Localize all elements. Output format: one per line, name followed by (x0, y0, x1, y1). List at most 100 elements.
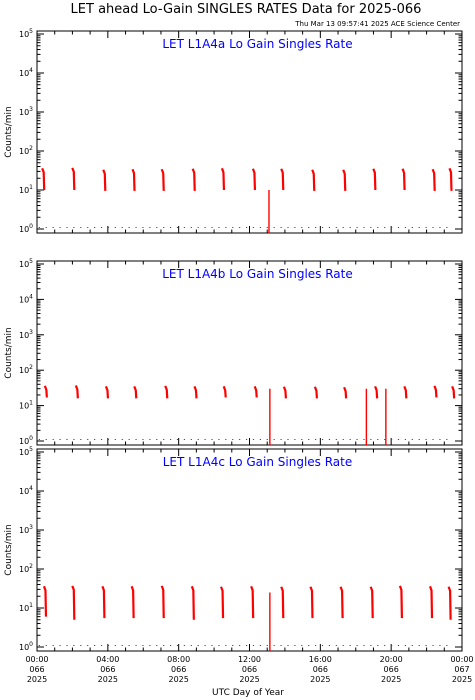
data-burst (131, 168, 136, 191)
y-tick-label: 101 (19, 400, 33, 411)
data-burst (448, 167, 453, 191)
x-tick-label: 20:00 (380, 655, 403, 664)
data-burst (374, 385, 379, 399)
data-burst (451, 385, 456, 399)
y-tick-label: 100 (19, 641, 33, 652)
x-tick-label: 2025 (98, 675, 118, 684)
data-burst (401, 168, 406, 191)
y-tick-label: 100 (19, 435, 33, 446)
data-burst (369, 586, 374, 619)
x-axis-label: UTC Day of Year (212, 688, 284, 698)
data-burst (372, 168, 377, 191)
y-tick-label: 102 (19, 563, 33, 574)
y-tick-label: 104 (19, 67, 33, 78)
data-burst (160, 168, 165, 191)
plot-frame (36, 448, 463, 652)
x-tick-label: 066 (313, 665, 328, 674)
y-axis-label: Counts/min (4, 106, 14, 157)
data-burst (43, 385, 48, 398)
y-axis-label: Counts/min (4, 524, 14, 575)
y-axis-label: Counts/min (4, 327, 14, 378)
data-burst (133, 385, 138, 399)
data-burst (398, 585, 404, 619)
x-tick-label: 2025 (239, 675, 259, 684)
data-burst (191, 168, 196, 191)
data-burst (339, 586, 344, 619)
panel-2: LET L1A4b Lo Gain Singles Rate 100 101 102 1… (4, 258, 463, 446)
data-burst (311, 169, 316, 191)
x-tick-label: 16:00 (309, 655, 332, 664)
x-tick-label: 00:00 (25, 655, 48, 664)
y-tick-label: 105 (19, 446, 33, 457)
x-tick-label: 066 (242, 665, 257, 674)
page-title: LET ahead Lo-Gain SINGLES RATES Data for… (71, 2, 422, 17)
y-tick-label: 101 (19, 184, 33, 195)
data-burst (253, 385, 258, 398)
data-burst (280, 586, 285, 619)
data-burst (190, 585, 195, 620)
data-burst (403, 385, 408, 399)
y-tick-label: 105 (19, 258, 33, 269)
plot-frame (36, 260, 463, 446)
y-tick-label: 105 (19, 28, 33, 39)
data-burst (71, 585, 76, 620)
x-tick-label: 2025 (27, 675, 47, 684)
y-tick-label: 103 (19, 524, 33, 535)
data-burst (313, 386, 319, 399)
x-tick-label: 067 (454, 665, 469, 674)
plot-frame (36, 30, 463, 234)
data-burst (250, 585, 255, 619)
x-tick-label: 04:00 (96, 655, 119, 664)
data-burst (42, 585, 48, 617)
y-tick-label: 101 (19, 602, 33, 613)
y-tick-label: 100 (19, 223, 33, 234)
panel-3: LET L1A4c Lo Gain Singles Rate 100 101 102 1… (4, 446, 463, 652)
data-burst (342, 169, 347, 191)
panel-title: LET L1A4c Lo Gain Singles Rate (163, 455, 353, 469)
x-tick-label: 2025 (168, 675, 188, 684)
data-burst (71, 167, 76, 191)
y-tick-label: 103 (19, 329, 33, 340)
data-burst (102, 169, 107, 191)
data-burst (447, 586, 452, 620)
timestamp-stamp: Thu Mar 13 09:57:41 2025 ACE Science Cen… (294, 20, 460, 28)
data-burst (251, 168, 257, 191)
data-burst (104, 385, 110, 399)
x-tick-label: 12:00 (238, 655, 261, 664)
x-tick-label: 2025 (310, 675, 330, 684)
data-burst (220, 167, 226, 191)
data-burst (282, 386, 288, 399)
data-burst (164, 385, 169, 399)
x-tick-label: 2025 (452, 675, 472, 684)
y-tick-label: 103 (19, 106, 33, 117)
x-tick-label: 00:00 (450, 655, 473, 664)
y-tick-label: 104 (19, 485, 33, 496)
y-tick-label: 104 (19, 293, 33, 304)
data-burst (130, 585, 135, 619)
x-tick-label: 066 (29, 665, 44, 674)
data-burst (222, 385, 227, 398)
y-tick-label: 102 (19, 364, 33, 375)
data-burst (220, 586, 225, 619)
data-burst (280, 168, 285, 191)
data-burst (41, 167, 46, 191)
data-burst (433, 385, 438, 398)
x-tick-label: 2025 (381, 675, 401, 684)
data-burst (428, 585, 434, 619)
panel-title: LET L1A4b Lo Gain Singles Rate (162, 267, 353, 281)
x-tick-label: 066 (384, 665, 399, 674)
data-burst (343, 386, 348, 399)
data-burst (101, 585, 106, 619)
data-burst (160, 585, 165, 619)
data-burst (74, 385, 79, 399)
x-tick-label: 066 (171, 665, 186, 674)
panel-1: LET L1A4a Lo Gain Singles Rate 100 101 102 1… (4, 28, 463, 234)
data-burst (431, 168, 436, 191)
data-burst (193, 385, 198, 399)
x-tick-label: 08:00 (167, 655, 190, 664)
panel-title: LET L1A4a Lo Gain Singles Rate (162, 37, 352, 51)
y-tick-label: 102 (19, 145, 33, 156)
x-tick-label: 066 (100, 665, 115, 674)
data-burst (309, 586, 314, 619)
